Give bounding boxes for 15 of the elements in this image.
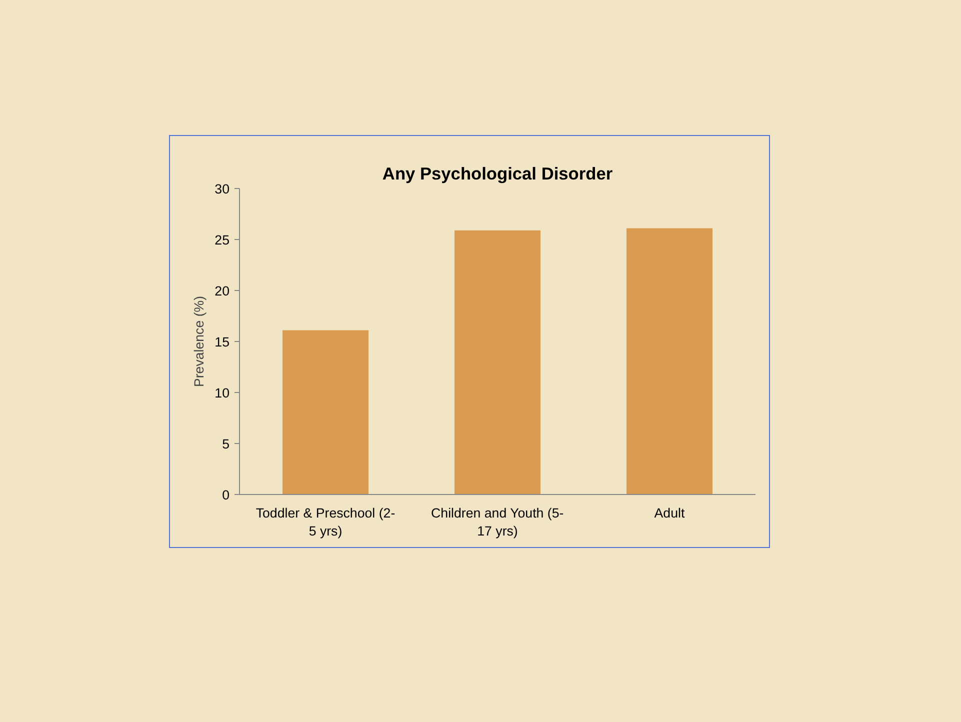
x-tick-label: Children and Youth (5-17 yrs) — [431, 506, 564, 538]
y-tick-label: 30 — [214, 182, 230, 196]
y-axis-title: Prevalence (%) — [192, 296, 207, 388]
y-tick-label: 25 — [214, 232, 230, 248]
y-tick-label: 5 — [222, 436, 230, 452]
bar — [626, 228, 712, 494]
bar — [454, 230, 540, 494]
x-tick-label: Adult — [654, 506, 685, 520]
chart-title: Any Psychological Disorder — [382, 164, 613, 184]
y-tick-label: 10 — [214, 386, 230, 400]
y-tick-label: 15 — [214, 334, 230, 350]
y-tick-label: 0 — [222, 488, 230, 502]
x-tick-label: Toddler & Preschool (2-5 yrs) — [256, 506, 396, 538]
bar — [282, 330, 368, 494]
y-tick-label: 20 — [214, 284, 230, 298]
